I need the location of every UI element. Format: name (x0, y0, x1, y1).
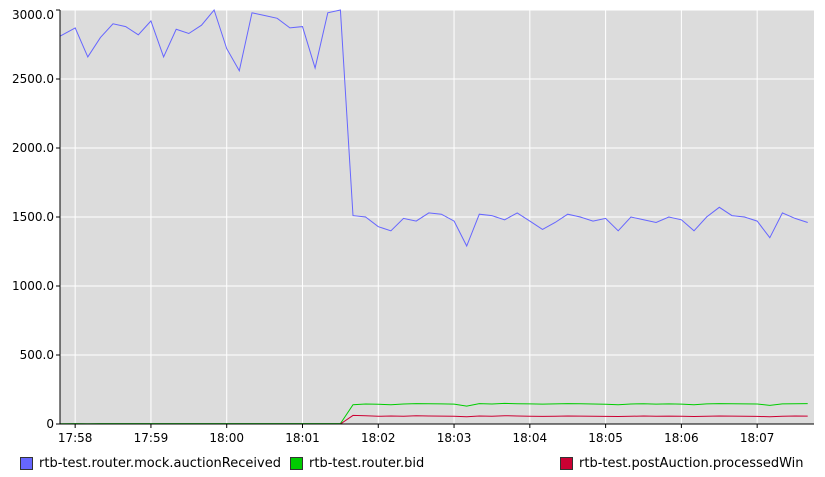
x-tick-label: 18:00 (209, 431, 244, 445)
auction-received-line (59, 8, 808, 248)
y-tick-label: 3000.0 (12, 8, 54, 22)
x-axis-ticks: 17:58 17:59 18:00 18:01 18:02 18:03 18:04 18:05… (58, 424, 775, 445)
x-tick-label: 18:02 (361, 431, 396, 445)
x-tick-label: 17:58 (58, 431, 93, 445)
x-tick-label: 17:59 (134, 431, 169, 445)
x-tick-label: 18:06 (664, 431, 699, 445)
grid-lines (60, 9, 814, 425)
legend-swatch-router-bid (290, 457, 303, 470)
legend-swatch-auction-received (20, 457, 33, 470)
legend-swatch-processed-win (560, 457, 573, 470)
x-tick-label: 18:04 (513, 431, 548, 445)
y-tick-label: 1500.0 (12, 210, 54, 224)
legend: rtb-test.router.mock.auctionReceived rtb… (0, 452, 825, 476)
y-tick-label: 500.0 (20, 348, 54, 362)
y-tick-label: 2500.0 (12, 72, 54, 86)
x-tick-label: 18:05 (588, 431, 623, 445)
legend-item-processed-win: rtb-test.postAuction.processedWin (560, 456, 804, 471)
y-axis-ticks: 0 500.0 1000.0 1500.0 2000.0 2500.0 3000.0 (12, 8, 60, 431)
legend-item-router-bid: rtb-test.router.bid (290, 456, 424, 471)
y-tick-label: 2000.0 (12, 141, 54, 155)
x-tick-label: 18:07 (740, 431, 775, 445)
legend-label-router-bid: rtb-test.router.bid (309, 456, 425, 471)
legend-item-auction-received: rtb-test.router.mock.auctionReceived (20, 456, 281, 471)
x-tick-label: 18:03 (437, 431, 472, 445)
legend-label-processed-win: rtb-test.postAuction.processedWin (579, 456, 804, 471)
x-tick-label: 18:01 (285, 431, 320, 445)
line-chart: 0 500.0 1000.0 1500.0 2000.0 2500.0 3000.0 17:… (12, 8, 814, 445)
y-tick-label: 0 (46, 417, 54, 431)
y-tick-label: 1000.0 (12, 279, 54, 293)
legend-label-auction-received: rtb-test.router.mock.auctionReceived (39, 456, 281, 471)
